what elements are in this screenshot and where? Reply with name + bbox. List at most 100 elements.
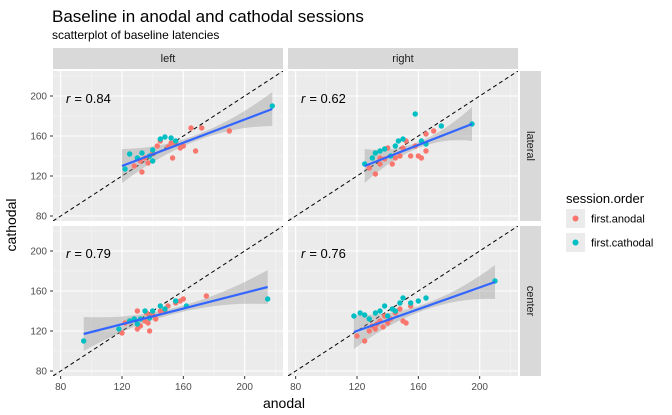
data-point-first-anodal [418,155,425,161]
x-tick-label: 80 [55,382,67,393]
correlation-value: = 0.62 [309,91,346,106]
legend-label: first.cathodal [591,238,653,250]
data-point-first-cathodal [361,312,368,318]
data-point-first-cathodal [400,295,406,301]
data-point-first-cathodal [366,316,372,322]
x-tick-label: 80 [290,382,302,393]
data-point-first-anodal [392,155,399,161]
data-point-first-anodal [423,148,429,154]
data-point-first-anodal [157,308,164,314]
correlation-symbol: r [66,246,71,261]
identity-line [288,71,518,221]
data-point-first-anodal [372,326,379,332]
data-point-first-anodal [145,320,151,326]
correlation-label: r = 0.62 [301,91,346,106]
strip-row-center [520,226,541,376]
data-point-first-anodal [169,155,176,161]
data-point-first-cathodal [377,308,383,314]
x-axis-title: anodal [263,395,305,411]
data-point-first-cathodal [134,321,141,327]
data-point-first-cathodal [149,158,156,164]
correlation-value: = 0.76 [309,246,346,261]
data-point-first-cathodal [381,146,388,152]
correlation-label: r = 0.79 [66,246,111,261]
data-point-first-anodal [168,140,174,146]
data-point-first-anodal [199,125,205,131]
y-tick-label: 200 [30,247,47,258]
facet-panels: left right lateral center 80 120 160 200 80 120 16… [30,48,541,393]
data-point-first-cathodal [412,111,418,117]
data-point-first-anodal [366,328,372,334]
data-point-first-cathodal [357,310,363,316]
data-point-first-anodal [389,161,395,167]
panel-right-center: r = 0.76 [288,226,518,376]
panel-left-center: r = 0.79 [53,226,283,376]
data-point-first-cathodal [122,166,128,172]
data-point-first-anodal [180,143,187,149]
data-point-first-anodal [361,338,368,344]
correlation-label: r = 0.84 [66,91,111,106]
data-point-first-cathodal [162,306,168,312]
data-point-first-cathodal [168,135,174,141]
strip-col-label-left: left [161,53,176,65]
data-point-first-cathodal [407,300,414,306]
data-point-first-anodal [377,161,383,167]
data-point-first-cathodal [264,296,271,302]
data-point-first-anodal [407,153,414,159]
strip-row-lateral [520,71,541,221]
panel-left-lateral: r = 0.84 [53,71,283,221]
data-point-first-cathodal [389,306,395,312]
y-tick-label: 120 [30,172,47,183]
data-point-first-anodal [397,306,403,312]
data-point-first-cathodal [438,123,445,129]
data-point-first-anodal [180,296,187,302]
data-point-first-cathodal [149,308,156,314]
data-point-first-cathodal [400,136,406,142]
strip-col-left [53,48,283,69]
data-point-first-cathodal [157,303,164,309]
data-point-first-anodal [119,330,125,336]
data-point-first-cathodal [172,138,179,144]
x-tick-label: 160 [175,382,192,393]
data-point-first-cathodal [423,295,429,301]
data-point-first-anodal [423,131,429,137]
strip-col-right [288,48,518,69]
data-point-first-cathodal [384,313,391,319]
data-point-first-anodal [131,163,137,169]
data-point-first-anodal [403,320,409,326]
y-tick-label: 80 [36,212,48,223]
data-point-first-anodal [188,125,194,131]
panel-right-lateral: r = 0.62 [288,71,518,221]
data-point-first-anodal [153,316,159,322]
data-point-first-cathodal [172,298,179,304]
legend-title: session.order [566,191,645,206]
data-point-first-cathodal [392,143,399,149]
data-point-first-cathodal [395,138,402,144]
y-tick-label: 80 [36,367,48,378]
data-point-first-cathodal [372,310,379,316]
y-axis-title: cathodal [3,199,19,252]
data-point-first-cathodal [162,134,168,140]
data-point-first-anodal [380,324,386,330]
data-point-first-cathodal [372,150,379,156]
correlation-symbol: r [66,91,71,106]
correlation-label: r = 0.76 [301,246,346,261]
identity-line [288,226,518,376]
data-point-first-cathodal [116,326,122,332]
identity-line [53,226,283,376]
data-point-first-cathodal [369,155,376,161]
data-point-first-anodal [134,326,141,332]
x-tick-label: 200 [236,382,253,393]
x-tick-label: 160 [410,382,427,393]
data-point-first-cathodal [157,136,164,142]
data-point-first-anodal [354,333,360,339]
strip-row-label-lateral: lateral [524,131,536,161]
regression-line [353,280,496,334]
y-tick-label: 160 [30,287,47,298]
strip-col-label-right: right [392,53,413,65]
data-point-first-anodal [139,169,145,175]
legend-key-first-cathodal [572,239,579,246]
data-point-first-anodal [145,160,151,166]
regression-line [364,122,473,168]
